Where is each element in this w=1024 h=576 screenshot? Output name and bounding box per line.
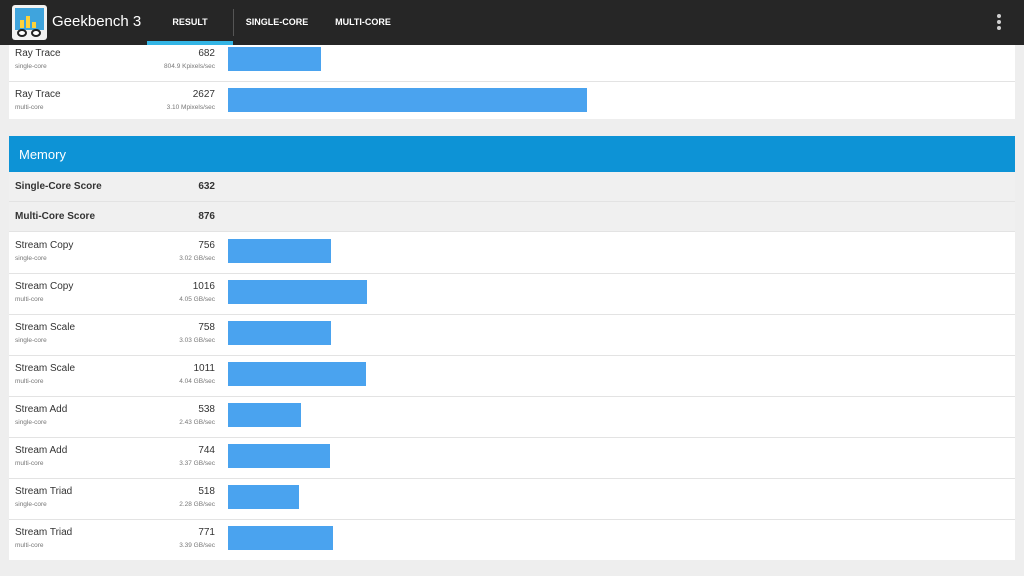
- row-rate: 3.03 GB/sec: [179, 337, 215, 344]
- row-rate: 3.39 GB/sec: [179, 542, 215, 549]
- geekbench-app-icon: [12, 5, 47, 40]
- tab-divider: [233, 9, 234, 36]
- result-row: Stream Copy multi-core 1016 4.05 GB/sec: [9, 274, 1015, 315]
- row-sub: multi-core: [15, 542, 44, 549]
- overflow-menu-icon[interactable]: [989, 10, 1009, 34]
- row-sub: single-core: [15, 501, 47, 508]
- score-bar: [228, 362, 366, 386]
- score-bar: [228, 444, 330, 468]
- row-name: Ray Trace: [15, 89, 61, 100]
- app-title: Geekbench 3: [52, 13, 142, 30]
- row-score: 1011: [193, 363, 215, 374]
- row-sub: multi-core: [15, 104, 44, 111]
- score-bar: [228, 239, 331, 263]
- result-row: Ray Trace multi-core 2627 3.10 Mpixels/s…: [9, 82, 1015, 123]
- row-score: 2627: [192, 89, 215, 100]
- row-score: 756: [198, 240, 215, 251]
- score-bar: [228, 47, 321, 71]
- row-name: Stream Triad: [15, 486, 73, 497]
- score-bar: [228, 403, 301, 427]
- score-bar: [228, 526, 333, 550]
- result-row: Stream Copy single-core 756 3.02 GB/sec: [9, 233, 1015, 274]
- result-row: Stream Scale multi-core 1011 4.04 GB/sec: [9, 356, 1015, 397]
- row-rate: 4.04 GB/sec: [179, 378, 215, 385]
- summary-label: Multi-Core Score: [15, 211, 96, 222]
- app-bar: Geekbench 3 RESULT SINGLE-CORE MULTI-COR…: [0, 0, 1024, 45]
- result-row: Stream Triad single-core 518 2.28 GB/sec: [9, 479, 1015, 520]
- row-sub: multi-core: [15, 378, 44, 385]
- score-bar: [228, 280, 367, 304]
- row-name: Stream Copy: [15, 240, 74, 251]
- row-name: Stream Add: [15, 445, 68, 456]
- row-rate: 4.05 GB/sec: [179, 296, 215, 303]
- row-score: 518: [198, 486, 215, 497]
- row-sub: multi-core: [15, 296, 44, 303]
- summary-label: Single-Core Score: [15, 181, 102, 192]
- row-score: 538: [198, 404, 215, 415]
- row-name: Stream Scale: [15, 322, 76, 333]
- row-name: Stream Triad: [15, 527, 73, 538]
- result-row: Stream Triad multi-core 771 3.39 GB/sec: [9, 520, 1015, 561]
- row-name: Ray Trace: [15, 48, 61, 59]
- row-sub: single-core: [15, 63, 47, 70]
- row-rate: 2.28 GB/sec: [179, 501, 215, 508]
- row-name: Stream Add: [15, 404, 68, 415]
- section-title: Memory: [19, 147, 66, 162]
- result-row: Stream Add multi-core 744 3.37 GB/sec: [9, 438, 1015, 479]
- score-bar: [228, 321, 331, 345]
- row-score: 758: [198, 322, 215, 333]
- result-row: Ray Trace single-core 682 804.9 Kpixels/…: [9, 41, 1015, 82]
- row-name: Stream Scale: [15, 363, 76, 374]
- row-rate: 3.37 GB/sec: [179, 460, 215, 467]
- result-row: Stream Scale single-core 758 3.03 GB/sec: [9, 315, 1015, 356]
- ray-trace-card: Ray Trace single-core 682 804.9 Kpixels/…: [9, 45, 1015, 119]
- row-score: 1016: [192, 281, 215, 292]
- summary-value: 632: [198, 181, 215, 192]
- row-sub: single-core: [15, 337, 47, 344]
- multi-core-score-row: Multi-Core Score 876: [9, 202, 1015, 232]
- tab-multi-core[interactable]: MULTI-CORE: [335, 17, 391, 27]
- row-sub: multi-core: [15, 460, 44, 467]
- row-score: 771: [198, 527, 215, 538]
- row-name: Stream Copy: [15, 281, 74, 292]
- row-rate: 3.10 Mpixels/sec: [166, 104, 215, 111]
- row-rate: 3.02 GB/sec: [179, 255, 215, 262]
- score-bar: [228, 485, 299, 509]
- result-row: Stream Add single-core 538 2.43 GB/sec: [9, 397, 1015, 438]
- memory-card: Single-Core Score 632 Multi-Core Score 8…: [9, 172, 1015, 560]
- row-score: 682: [198, 48, 215, 59]
- row-rate: 2.43 GB/sec: [179, 419, 215, 426]
- tab-result[interactable]: RESULT: [147, 0, 233, 45]
- score-bar: [228, 88, 587, 112]
- single-core-score-row: Single-Core Score 632: [9, 172, 1015, 202]
- row-sub: single-core: [15, 255, 47, 262]
- summary-value: 876: [198, 211, 215, 222]
- tab-single-core[interactable]: SINGLE-CORE: [245, 17, 309, 27]
- row-sub: single-core: [15, 419, 47, 426]
- section-header-memory: Memory: [9, 136, 1015, 172]
- row-score: 744: [198, 445, 215, 456]
- row-rate: 804.9 Kpixels/sec: [164, 63, 215, 70]
